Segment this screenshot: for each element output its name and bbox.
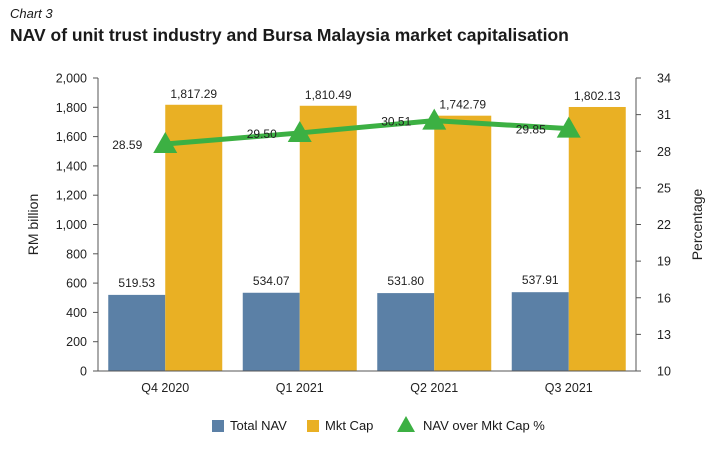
legend-label-mkt-cap: Mkt Cap xyxy=(325,418,374,433)
x-tick-label: Q3 2021 xyxy=(545,381,593,395)
bar-mkt-cap xyxy=(568,106,626,372)
y-axis-right-title: Percentage xyxy=(689,188,705,260)
y-tick-label-left: 0 xyxy=(80,365,87,379)
y-tick-label-right: 28 xyxy=(657,145,671,159)
y-tick-label-right: 13 xyxy=(657,328,671,342)
data-label-mkt-cap: 1,817.29 xyxy=(170,87,217,101)
y-tick-label-right: 10 xyxy=(657,365,671,379)
data-label-ratio: 29.85 xyxy=(516,123,546,137)
ratio-marker-triangle xyxy=(556,116,581,138)
data-label-mkt-cap: 1,810.49 xyxy=(305,88,352,102)
bar-total-nav xyxy=(108,294,166,371)
legend-triangle-icon xyxy=(397,416,415,432)
y-tick-label-left: 200 xyxy=(66,335,87,349)
y-tick-label-left: 1,400 xyxy=(56,159,87,173)
y-tick-label-left: 400 xyxy=(66,306,87,320)
data-label-ratio: 28.59 xyxy=(112,138,142,152)
bar-mkt-cap xyxy=(299,105,357,371)
y-tick-label-left: 800 xyxy=(66,247,87,261)
data-label-ratio: 30.51 xyxy=(381,115,411,129)
y-tick-label-left: 600 xyxy=(66,277,87,291)
data-label-mkt-cap: 1,802.13 xyxy=(574,89,621,103)
chart-legend: Total NAV Mkt Cap NAV over Mkt Cap % xyxy=(0,415,725,440)
legend-label-total-nav: Total NAV xyxy=(230,418,287,433)
ratio-marker-triangle xyxy=(287,120,312,142)
legend-swatch-mkt-cap xyxy=(307,419,319,432)
y-tick-label-right: 25 xyxy=(657,181,671,195)
y-tick-label-left: 1,200 xyxy=(56,189,87,203)
x-tick-label: Q4 2020 xyxy=(141,381,189,395)
data-label-total-nav: 537.91 xyxy=(522,273,559,287)
y-tick-label-right: 16 xyxy=(657,291,671,305)
y-tick-label-right: 31 xyxy=(657,108,671,122)
chart-number-label: Chart 3 xyxy=(10,6,53,21)
data-label-ratio: 29.50 xyxy=(247,127,277,141)
ratio-line xyxy=(165,118,569,147)
y-tick-label-left: 1,000 xyxy=(56,218,87,232)
legend-swatch-total-nav xyxy=(212,419,224,432)
chart-plot: Q4 2020 Q1 2021 Q2 2021 Q3 2021 0 200 400 600 80… xyxy=(25,72,705,396)
y-tick-label-right: 22 xyxy=(657,218,671,232)
y-tick-label-right: 34 xyxy=(657,72,671,86)
legend-item-mkt-cap: Mkt Cap xyxy=(307,418,373,433)
y-tick-label-left: 2,000 xyxy=(56,72,87,86)
y-tick-label-left: 1,800 xyxy=(56,101,87,115)
data-label-mkt-cap: 1,742.79 xyxy=(439,98,486,112)
ratio-marker-triangle xyxy=(422,108,447,130)
chart-title: NAV of unit trust industry and Bursa Mal… xyxy=(10,25,569,45)
legend-label-nav-over-mkt-cap: NAV over Mkt Cap % xyxy=(423,418,545,433)
data-label-total-nav: 519.53 xyxy=(118,276,155,290)
y-axis-left-title: RM billion xyxy=(25,194,41,255)
data-label-total-nav: 531.80 xyxy=(387,274,424,288)
y-tick-label-left: 1,600 xyxy=(56,130,87,144)
x-tick-label: Q1 2021 xyxy=(276,381,324,395)
bar-total-nav xyxy=(511,292,569,371)
data-label-total-nav: 534.07 xyxy=(253,274,290,288)
legend-item-nav-over-mkt-cap: NAV over Mkt Cap % xyxy=(397,415,545,433)
ratio-marker-triangle xyxy=(153,132,178,154)
y-tick-label-right: 19 xyxy=(657,255,671,269)
legend-item-total-nav: Total NAV xyxy=(212,418,287,433)
bar-total-nav xyxy=(242,292,300,371)
bar-mkt-cap xyxy=(434,115,492,371)
x-tick-label: Q2 2021 xyxy=(410,381,458,395)
bar-total-nav xyxy=(377,293,435,371)
